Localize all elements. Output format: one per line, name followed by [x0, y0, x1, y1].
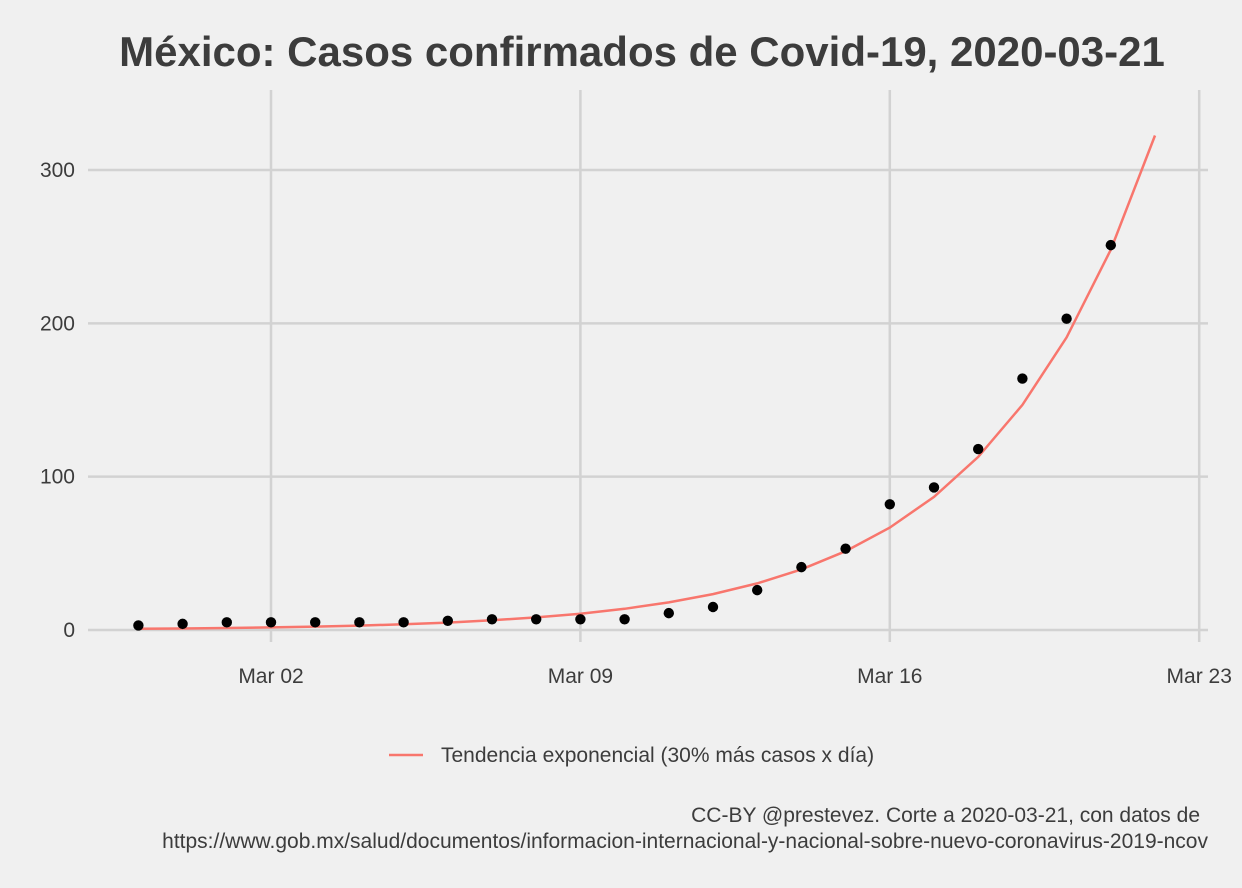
y-tick-label-2: 200	[40, 312, 75, 335]
data-point-18	[928, 482, 940, 493]
x-tick-label-1: Mar 09	[548, 665, 613, 688]
data-point-19	[973, 443, 984, 455]
data-point-9	[531, 614, 542, 625]
data-point-3	[265, 617, 277, 628]
trend-line	[138, 135, 1157, 631]
data-point-16	[840, 543, 851, 554]
x-tick-labels: Mar 02 Mar 09 Mar 16 Mar 23	[238, 665, 1232, 688]
x-tick-label-0: Mar 02	[238, 665, 303, 688]
y-tick-label-0: 0	[63, 619, 75, 642]
data-point-13	[707, 601, 719, 613]
y-tick-label-3: 300	[40, 159, 75, 182]
data-point-10	[575, 614, 586, 625]
caption-line-2: https://www.gob.mx/salud/documentos/info…	[162, 830, 1208, 853]
chart-title: México: Casos confirmados de Covid-19, 2…	[119, 28, 1165, 75]
data-points	[133, 239, 1117, 631]
data-point-5	[354, 617, 365, 628]
data-point-20	[1017, 373, 1028, 384]
x-tick-label-3: Mar 23	[1167, 665, 1232, 688]
data-point-2	[221, 617, 232, 628]
data-point-4	[310, 617, 321, 628]
data-point-7	[442, 615, 453, 626]
data-point-15	[796, 561, 807, 573]
y-gridlines	[88, 168, 1208, 632]
y-tick-labels: 0 100 200 300	[40, 159, 75, 642]
data-point-17	[884, 499, 895, 510]
data-point-8	[486, 614, 498, 625]
legend-label: Tendencia exponencial (30% más casos x d…	[441, 744, 874, 767]
caption-line-1: CC-BY @prestevez. Corte a 2020-03-21, co…	[691, 804, 1200, 827]
x-tick-label-2: Mar 16	[857, 665, 922, 688]
legend: Tendencia exponencial (30% más casos x d…	[389, 744, 874, 767]
data-point-14	[752, 584, 763, 596]
y-tick-label-1: 100	[40, 466, 75, 489]
data-point-11	[619, 614, 630, 625]
data-point-12	[663, 607, 674, 619]
data-point-0	[133, 620, 144, 631]
data-point-6	[398, 617, 409, 628]
data-point-21	[1061, 313, 1072, 324]
x-gridlines	[269, 90, 1201, 642]
data-point-22	[1105, 239, 1117, 251]
data-point-1	[177, 618, 188, 630]
